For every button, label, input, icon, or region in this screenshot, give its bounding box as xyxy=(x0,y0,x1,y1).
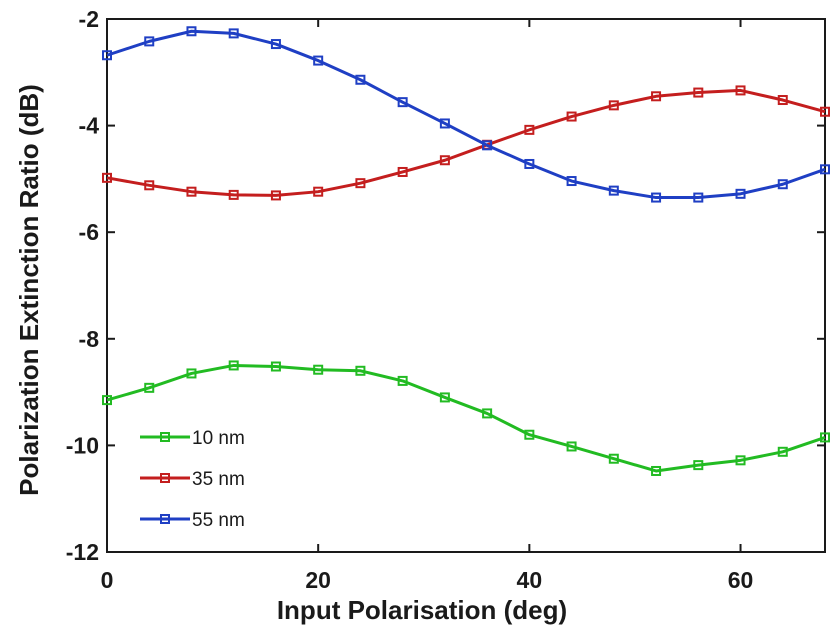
data-point-marker xyxy=(144,36,155,47)
data-point-marker xyxy=(313,364,324,375)
series-35-nm xyxy=(102,85,830,201)
data-point-marker xyxy=(102,172,112,183)
series-line xyxy=(106,29,826,200)
x-tick-label: 40 xyxy=(517,567,543,593)
data-point-marker xyxy=(524,158,535,169)
data-point-marker xyxy=(651,192,662,203)
data-point-marker xyxy=(313,55,324,66)
x-axis-title: Input Polarisation (deg) xyxy=(277,595,567,625)
data-point-marker xyxy=(270,39,281,50)
legend-marker xyxy=(160,473,170,483)
data-point-marker xyxy=(777,446,788,457)
data-point-marker xyxy=(482,140,493,151)
legend-item: 35 nm xyxy=(140,469,245,490)
x-tick-label: 60 xyxy=(728,567,754,593)
data-point-marker xyxy=(186,186,197,197)
data-point-marker xyxy=(439,392,450,403)
data-point-marker xyxy=(102,395,112,406)
data-point-marker xyxy=(566,176,577,187)
y-tick-label: -2 xyxy=(79,6,99,32)
data-point-marker xyxy=(693,192,704,203)
data-point-marker xyxy=(313,186,324,197)
series-group xyxy=(102,26,830,476)
data-point-marker xyxy=(397,375,408,386)
data-point-marker xyxy=(777,95,788,106)
y-tick-label: -12 xyxy=(66,539,99,565)
y-tick-label: -4 xyxy=(79,113,100,139)
series-10-nm xyxy=(102,360,830,476)
legend-label: 55 nm xyxy=(192,510,245,531)
data-point-marker xyxy=(186,26,197,37)
data-point-marker xyxy=(439,118,450,129)
legend: 10 nm 35 nm 55 nm xyxy=(140,428,245,531)
data-point-marker xyxy=(397,166,408,177)
data-point-marker xyxy=(270,190,281,201)
x-axis: 0 20 40 60 xyxy=(101,19,754,593)
data-point-marker xyxy=(693,460,704,471)
x-tick-label: 0 xyxy=(101,567,114,593)
legend-label: 35 nm xyxy=(192,469,245,490)
y-tick-label: -10 xyxy=(66,432,99,458)
x-tick-label: 20 xyxy=(305,567,331,593)
legend-marker xyxy=(160,432,170,442)
y-tick-label: -8 xyxy=(79,326,100,352)
data-point-marker xyxy=(735,455,746,466)
data-point-marker xyxy=(566,111,577,122)
data-point-marker xyxy=(144,382,155,393)
data-point-marker xyxy=(566,441,577,452)
data-point-marker xyxy=(482,408,493,419)
data-point-marker xyxy=(820,432,830,443)
legend-item: 55 nm xyxy=(140,510,245,531)
data-point-marker xyxy=(355,365,366,376)
data-point-marker xyxy=(524,124,535,135)
data-point-marker xyxy=(228,360,239,371)
series-line xyxy=(106,88,826,197)
data-point-marker xyxy=(524,429,535,440)
data-point-marker xyxy=(228,28,239,39)
data-point-marker xyxy=(186,368,197,379)
legend-marker xyxy=(160,514,170,524)
data-point-marker xyxy=(355,74,366,85)
y-axis: -12 -10 -8 -6 -4 -2 xyxy=(66,6,825,565)
data-point-marker xyxy=(693,87,704,98)
legend-label: 10 nm xyxy=(192,428,245,449)
data-point-marker xyxy=(820,106,830,117)
legend-item: 10 nm xyxy=(140,428,245,449)
data-point-marker xyxy=(228,189,239,200)
series-line xyxy=(106,363,826,473)
data-point-marker xyxy=(608,453,619,464)
data-point-marker xyxy=(608,185,619,196)
data-point-marker xyxy=(735,188,746,199)
data-point-marker xyxy=(439,155,450,166)
data-point-marker xyxy=(735,85,746,96)
y-tick-label: -6 xyxy=(79,219,99,245)
data-point-marker xyxy=(102,50,112,61)
series-55-nm xyxy=(102,26,830,203)
data-point-marker xyxy=(651,465,662,476)
data-point-marker xyxy=(651,91,662,102)
data-point-marker xyxy=(820,164,830,175)
data-point-marker xyxy=(608,100,619,111)
data-point-marker xyxy=(355,178,366,189)
y-axis-title: Polarization Extinction Ratio (dB) xyxy=(14,84,44,496)
data-point-marker xyxy=(777,179,788,190)
data-point-marker xyxy=(270,361,281,372)
data-point-marker xyxy=(144,180,155,191)
data-point-marker xyxy=(397,97,408,108)
